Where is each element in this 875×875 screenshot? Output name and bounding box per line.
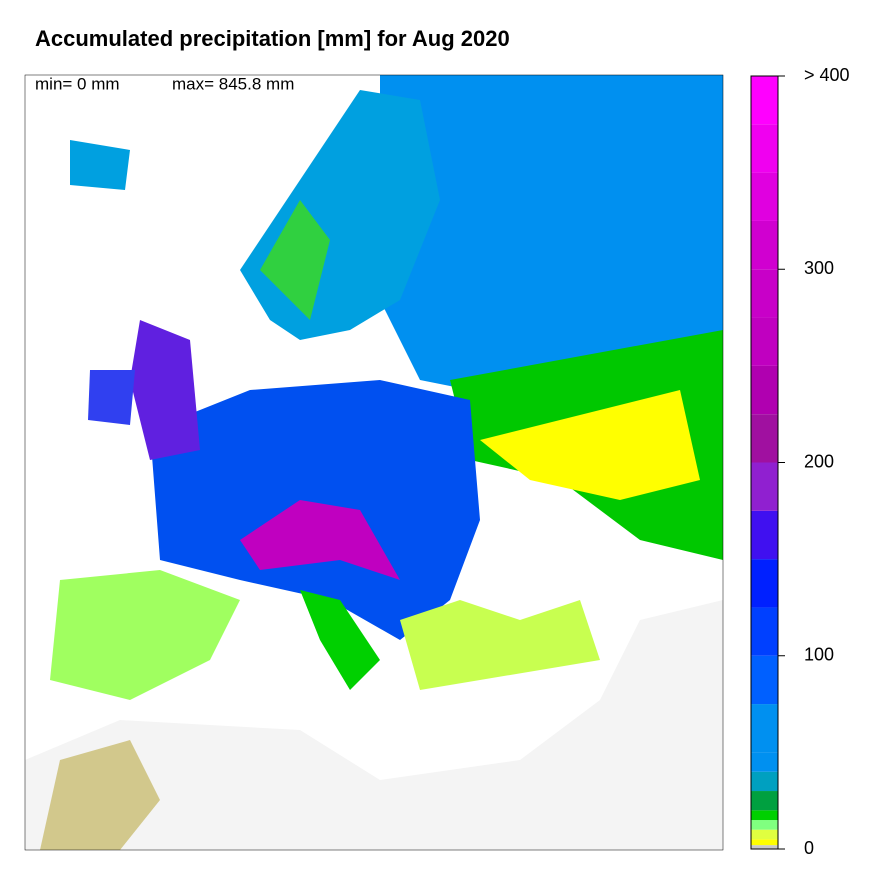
map <box>25 75 723 850</box>
color-bin <box>751 845 778 849</box>
color-bin <box>751 559 778 608</box>
color-bin <box>751 771 778 792</box>
color-bin <box>751 220 778 270</box>
color-bin <box>751 791 778 811</box>
ireland <box>88 370 135 425</box>
color-bin <box>751 820 778 830</box>
color-bin <box>751 829 778 840</box>
color-bin <box>751 76 778 125</box>
max-label: max= 845.8 mm <box>172 74 294 93</box>
dry-area <box>40 740 160 850</box>
iceland <box>70 140 130 190</box>
color-bin <box>751 414 778 463</box>
black-sea <box>500 508 630 592</box>
color-bin <box>751 462 778 511</box>
tick-label: > 400 <box>804 65 850 85</box>
color-bin <box>751 317 778 366</box>
norway-green <box>260 200 330 320</box>
africa-middle-east <box>25 600 723 850</box>
map-frame <box>24 74 724 851</box>
tick-label: 0 <box>804 838 814 858</box>
color-bin <box>751 810 778 821</box>
title: Accumulated precipitation [mm] for Aug 2… <box>35 26 510 51</box>
color-bin <box>751 752 778 772</box>
great-britain <box>130 320 200 460</box>
color-bin <box>751 365 778 415</box>
color-bin <box>751 607 778 656</box>
tick-label: 200 <box>804 451 834 471</box>
min-label: min= 0 mm <box>35 74 120 93</box>
color-bin <box>751 269 778 318</box>
color-bin <box>751 172 778 221</box>
balkans-turkey <box>400 600 600 690</box>
colorbar: 0 100 200 300 > 400 <box>750 65 850 858</box>
color-bin <box>751 704 778 753</box>
russia-region <box>380 75 723 430</box>
tick-label: 100 <box>804 645 834 665</box>
color-bin <box>751 839 778 846</box>
color-bin <box>751 510 778 560</box>
steppe-region <box>480 390 700 500</box>
italy <box>300 590 380 690</box>
alps <box>240 500 400 580</box>
color-bin <box>751 124 778 173</box>
tick-label: 300 <box>804 258 834 278</box>
iberia <box>50 570 240 700</box>
color-bin <box>751 655 778 705</box>
